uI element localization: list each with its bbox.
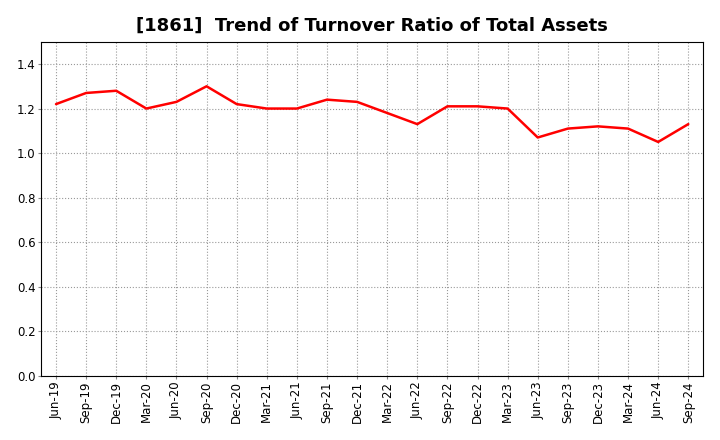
- Title: [1861]  Trend of Turnover Ratio of Total Assets: [1861] Trend of Turnover Ratio of Total …: [136, 17, 608, 35]
